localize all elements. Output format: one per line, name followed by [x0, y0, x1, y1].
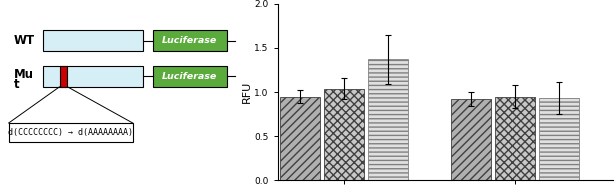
- Text: t: t: [14, 78, 19, 91]
- Bar: [153, 66, 227, 87]
- Text: Mu: Mu: [14, 68, 34, 81]
- Bar: [43, 66, 143, 87]
- Text: Luciferase: Luciferase: [162, 72, 217, 81]
- Text: Luciferase: Luciferase: [162, 36, 217, 45]
- Y-axis label: RFU: RFU: [241, 81, 251, 103]
- Text: d(CCCCCCCC) → d(AAAAAAAA): d(CCCCCCCC) → d(AAAAAAAA): [8, 128, 133, 137]
- Bar: [495, 97, 535, 180]
- Bar: [323, 89, 364, 180]
- Bar: [539, 98, 580, 180]
- Bar: [368, 59, 408, 180]
- Text: WT: WT: [14, 34, 34, 47]
- Bar: [60, 66, 68, 87]
- Bar: [153, 30, 227, 52]
- Bar: [43, 30, 143, 52]
- Bar: [451, 99, 492, 180]
- Bar: [9, 123, 133, 142]
- Bar: [280, 97, 320, 180]
